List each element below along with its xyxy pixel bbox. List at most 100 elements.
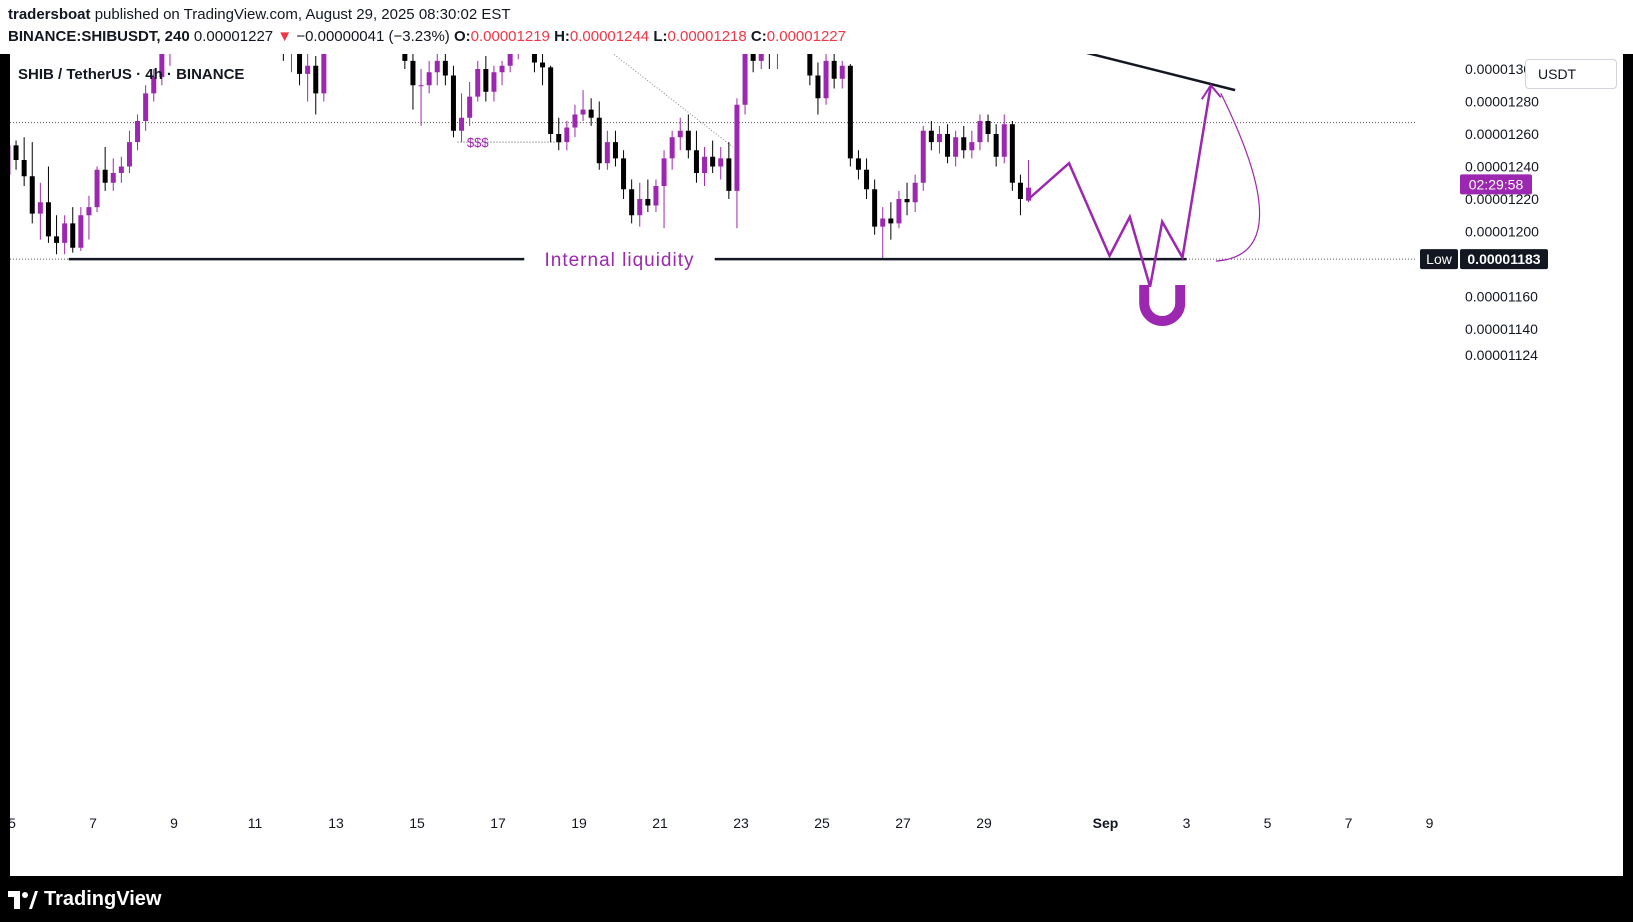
candle-body <box>702 156 708 173</box>
publication-line: tradersboat published on TradingView.com… <box>8 6 511 23</box>
candle-body <box>621 158 627 190</box>
time-tick-label: 23 <box>733 815 749 831</box>
candle-body <box>475 69 481 97</box>
low-value: 0.00001218 <box>667 28 747 45</box>
candle-body <box>993 134 999 157</box>
time-tick-label: 17 <box>490 815 506 831</box>
time-tick-label: Sep <box>1093 815 1119 831</box>
candle-body <box>864 169 870 190</box>
candle-body <box>855 158 861 170</box>
chart-panel[interactable]: SweepTrendlineInternal liquidityBuy side… <box>10 54 1623 876</box>
candle-body <box>953 137 959 157</box>
symbol-interval: BINANCE:SHIBUSDT, 240 <box>8 28 190 45</box>
candle-body <box>896 199 902 224</box>
candle-body <box>807 54 813 76</box>
candle-body <box>872 189 878 227</box>
candle-body <box>912 182 918 203</box>
candle-body <box>434 60 440 73</box>
time-tick-label: 5 <box>10 815 16 831</box>
time-tick-label: 7 <box>1345 815 1353 831</box>
time-tick-label: 27 <box>895 815 911 831</box>
candle-body <box>726 158 732 191</box>
candle-body <box>742 54 748 105</box>
price-tick-label: 0.00001160 <box>1465 289 1538 305</box>
change-arrow-icon: ▼ <box>277 28 293 45</box>
candle-body <box>612 142 618 159</box>
published-text: published on TradingView.com, August 29,… <box>94 6 511 23</box>
candle-body <box>977 121 983 143</box>
currency-button[interactable]: USDT <box>1525 59 1617 89</box>
time-tick-label: 7 <box>89 815 97 831</box>
candle-body <box>685 130 691 151</box>
candle-body <box>418 85 424 87</box>
candle-body <box>548 67 554 134</box>
candle-body <box>507 54 513 66</box>
candle-body <box>402 54 408 61</box>
candle-body <box>572 114 578 128</box>
candle-body <box>110 173 116 183</box>
candle-body <box>564 127 570 143</box>
candle-body <box>410 60 416 86</box>
candle-body <box>29 176 35 214</box>
candle-body <box>750 54 756 61</box>
countdown-timer: 02:29:58 <box>1469 176 1524 192</box>
candle-body <box>888 218 894 224</box>
price-tick-label: 0.00001200 <box>1465 224 1539 240</box>
low-label: L: <box>653 28 668 45</box>
price-change: −0.00000041 (−3.23%) <box>296 28 450 45</box>
close-label: C: <box>750 28 767 45</box>
candle-body <box>556 134 562 143</box>
price-chart[interactable]: SweepTrendlineInternal liquidityBuy side… <box>10 54 1623 876</box>
candle-body <box>102 169 108 183</box>
candle-body <box>540 62 546 68</box>
candle-body <box>693 150 699 173</box>
candle-body <box>904 199 910 203</box>
internal-liquidity-label-bg <box>524 247 715 272</box>
candle-body <box>467 96 473 118</box>
candle-body <box>677 130 683 138</box>
price-tick-label: 0.00001300 <box>1465 61 1539 77</box>
price-tick-label: 0.00001260 <box>1465 126 1539 142</box>
candle-body <box>54 236 60 243</box>
low-tag-value-bg <box>1460 249 1548 270</box>
low-tag-label-bg <box>1420 249 1458 270</box>
projection-arc <box>1215 92 1261 262</box>
candle-body <box>159 54 165 78</box>
author-name[interactable]: tradersboat <box>8 6 91 23</box>
time-tick-label: 9 <box>1426 815 1434 831</box>
candle-body <box>305 65 311 74</box>
ohlc-line: BINANCE:SHIBUSDT, 240 0.00001227 ▼ −0.00… <box>8 28 846 45</box>
candle-body <box>718 158 724 167</box>
candle-body <box>126 142 132 167</box>
candle-body <box>839 65 845 79</box>
time-tick-label: 21 <box>652 815 668 831</box>
candle-body <box>969 142 975 151</box>
candle-body <box>531 54 537 63</box>
price-tick-label: 0.00001124 <box>1465 347 1538 363</box>
candle-body <box>483 69 489 92</box>
tradingview-logo[interactable]: TradingView <box>8 888 161 911</box>
candle-body <box>450 75 456 131</box>
candle-body <box>62 223 68 243</box>
candle-body <box>143 93 149 121</box>
candle-body <box>637 199 643 216</box>
candle-body <box>499 65 505 73</box>
candle-body <box>94 169 100 208</box>
low-tag-label: Low <box>1426 251 1453 267</box>
candle-body <box>653 186 659 206</box>
projection-path <box>1027 85 1213 288</box>
candle-body <box>629 189 635 216</box>
time-tick-label: 9 <box>170 815 178 831</box>
candle-body <box>1009 124 1015 183</box>
publication-header: tradersboat published on TradingView.com… <box>0 0 1633 54</box>
candle-body <box>313 65 319 94</box>
candle-body <box>86 207 92 216</box>
magnet-icon <box>1139 285 1186 326</box>
candle-body <box>588 109 594 118</box>
candle-body <box>815 75 821 99</box>
dollars-label: $$$ <box>467 135 489 150</box>
open-value: 0.00001219 <box>470 28 550 45</box>
price-tick-label: 0.00001220 <box>1465 191 1539 207</box>
candle-body <box>1001 124 1007 157</box>
time-tick-label: 15 <box>409 815 425 831</box>
